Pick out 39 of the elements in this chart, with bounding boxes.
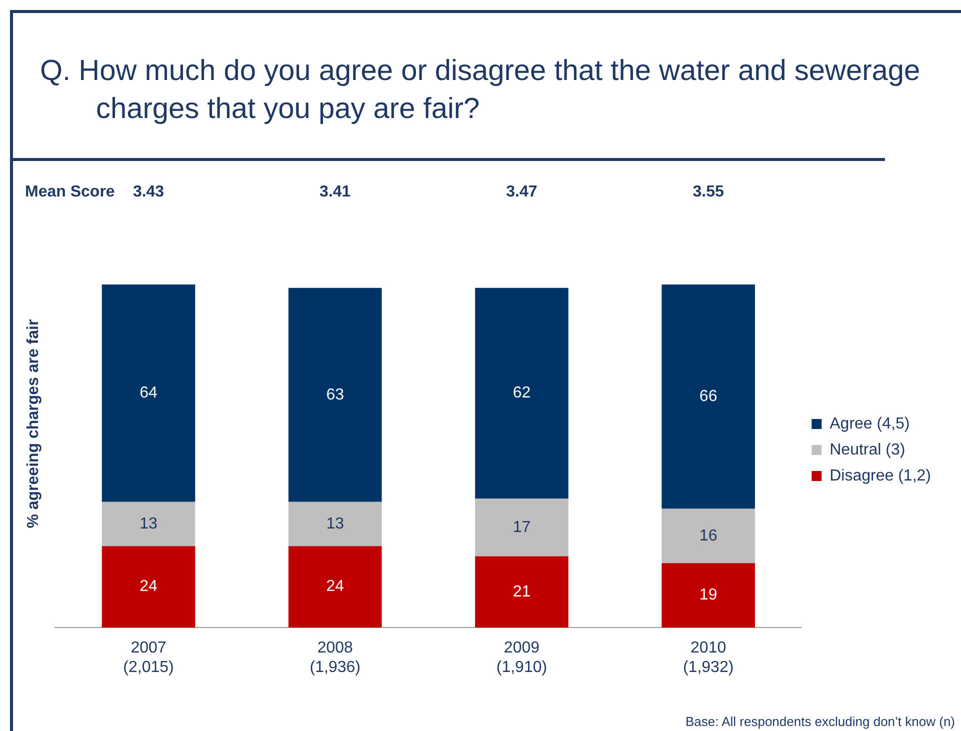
text: 3.41 [320,183,351,200]
bar [662,284,755,509]
bar [288,546,382,628]
data-label: 24 [140,578,158,596]
bar [102,546,196,628]
x-tick-label: 2010 (1,932) [682,640,734,676]
data-label: 16 [699,527,718,544]
legend-label: Disagree (1,2) [830,467,931,484]
legend-label: Agree (4,5) [830,415,910,432]
text: 3.43 [132,183,164,200]
data-label: 17 [512,518,531,536]
bar [475,288,568,499]
data-label: 13 [140,515,158,532]
data-label: 13 [326,515,344,532]
x-tick-label: 2008 (1,936) [310,640,360,676]
bar [475,498,568,556]
data-label: 66 [699,388,718,406]
data-label: 21 [512,583,531,600]
bar [102,284,196,502]
legend-label: Neutral (3) [830,441,906,458]
bar [288,288,382,502]
bar [475,556,568,628]
chart-title: Q. How much do you agree or disagree that the water and sewerage charges that you pay are fair? [40,54,922,127]
bar [288,502,382,546]
data-label: 63 [326,386,344,404]
text: 3.55 [692,183,724,200]
text: Base: All respondents excluding don’t know (n) [685,714,955,729]
bar [662,508,755,564]
x-tick-label: 2007 (2,015) [123,640,174,676]
data-label: 19 [699,586,718,604]
x-tick-label: 2009 (1,910) [496,640,548,676]
bar [662,563,755,628]
data-label: 64 [140,384,158,402]
text: Mean Score [25,183,115,200]
bar [102,502,196,546]
y-axis-title: % agreeing charges are fair [25,319,42,528]
text: 3.47 [506,183,538,200]
data-label: 24 [326,578,344,596]
data-label: 62 [512,384,531,402]
